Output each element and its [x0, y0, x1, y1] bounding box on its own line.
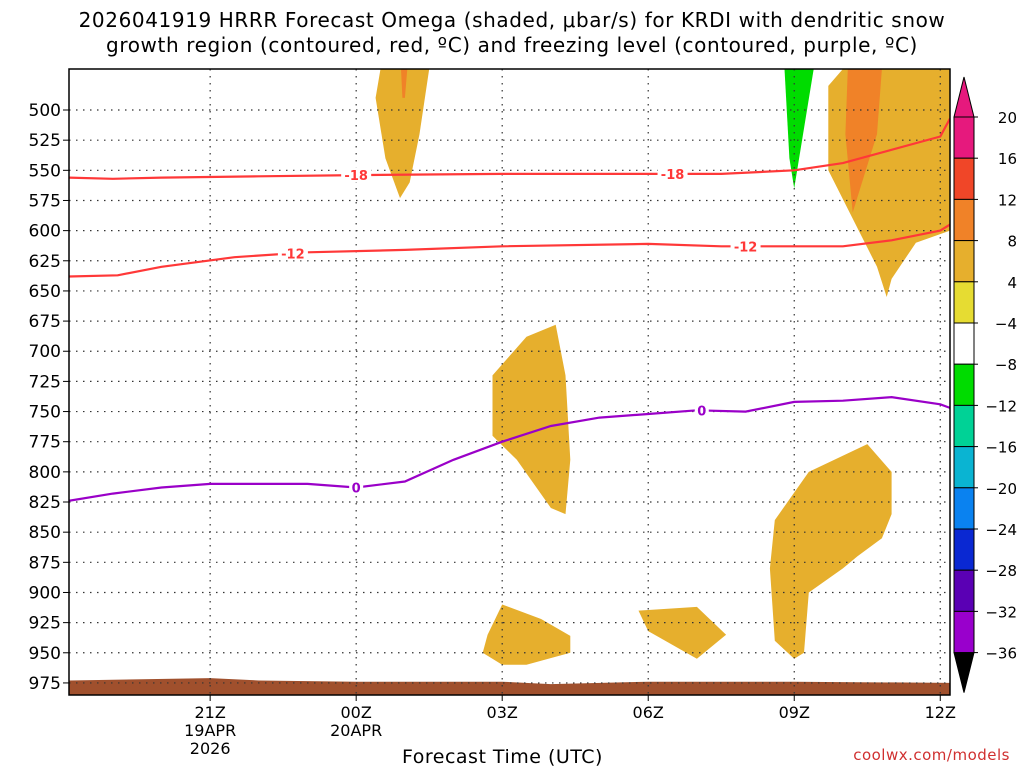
x-axis-title: Forecast Time (UTC): [402, 746, 603, 768]
colorbar-label-12: 12: [998, 191, 1017, 209]
omega-region-2: [239, 69, 405, 466]
colorbar-bottom-arrow: [953, 652, 975, 693]
y-tick-label-525: 525: [29, 131, 61, 151]
y-tick-label-800: 800: [29, 463, 61, 483]
colorbar-label--28: −28: [985, 562, 1017, 580]
omega-region-9: [821, 610, 841, 656]
y-tick-label-625: 625: [29, 252, 61, 272]
y-tick-label-675: 675: [29, 312, 61, 332]
y-tick-label-850: 850: [29, 523, 61, 543]
colorbar-swatch-16-to-20: [953, 116, 975, 159]
colorbar-label--36: −36: [985, 645, 1017, 663]
colorbar-swatch--16-to--12: [953, 404, 975, 448]
colorbar-label--4: −4: [995, 315, 1017, 333]
plot-frame: [68, 68, 951, 696]
y-tick-label-975: 975: [29, 674, 61, 694]
omega-region-11: [401, 69, 408, 98]
contour-label-dendritic-bottom-1: -12: [281, 247, 305, 262]
colorbar-swatch-4-to-8: [953, 240, 975, 283]
colorbar-label-4: 4: [1007, 274, 1017, 292]
contour-label-dendritic-top-1: -18: [344, 169, 368, 184]
omega-region-16: [638, 606, 727, 659]
omega-region-3: [448, 69, 461, 130]
colorbar-swatch--32-to--28: [953, 569, 975, 612]
contour-label-bg-freezing-level-2: [694, 402, 709, 418]
colorbar-swatch--28-to--24: [953, 528, 975, 571]
contour-dendritic-bottom: [69, 223, 950, 278]
y-tick-label-750: 750: [29, 403, 61, 423]
colorbar-label--12: −12: [985, 397, 1017, 415]
colorbar-swatch-12-to-16: [953, 157, 975, 200]
colorbar-label--8: −8: [995, 356, 1017, 374]
y-tick-label-825: 825: [29, 493, 61, 513]
chart-title-line-1: 2026041919 HRRR Forecast Omega (shaded, …: [78, 8, 946, 32]
chart-title-line-2: growth region (contoured, red, ºC) and f…: [106, 33, 918, 57]
colorbar-swatch--8-to--4: [953, 322, 975, 365]
x-tick-sublabel-2026: 2026: [190, 739, 231, 758]
colorbar-swatch--24-to--20: [953, 487, 975, 530]
omega-region-6: [784, 69, 814, 189]
colorbar-swatch--12-to--8: [953, 363, 975, 406]
omega-region-10: [375, 69, 430, 199]
terrain-fill: [69, 678, 950, 695]
x-tick-label-12Z: 12Z: [925, 703, 956, 722]
y-tick-label-575: 575: [29, 191, 61, 211]
y-tick-label-550: 550: [29, 161, 61, 181]
y-tick-label-500: 500: [29, 101, 61, 121]
y-tick-label-650: 650: [29, 282, 61, 302]
y-tick-label-925: 925: [29, 614, 61, 634]
omega-region-13: [845, 69, 882, 213]
contour-label-bg-dendritic-top-1: [341, 167, 372, 183]
omega-region-1: [103, 290, 128, 414]
y-tick-label-900: 900: [29, 583, 61, 603]
colorbar-label--32: −32: [985, 603, 1017, 621]
x-tick-label-06Z: 06Z: [633, 703, 664, 722]
contour-label-bg-dendritic-bottom-2: [730, 238, 761, 254]
colorbar-swatch--36-to--32: [953, 610, 975, 654]
contour-label-freezing-level-2: 0: [697, 404, 706, 419]
x-tick-label-03Z: 03Z: [487, 703, 518, 722]
colorbar-label--16: −16: [985, 439, 1017, 457]
contour-label-dendritic-bottom-2: -12: [734, 240, 758, 255]
contour-dendritic-top: [69, 117, 950, 180]
x-tick-label-00Z: 00Z: [341, 703, 372, 722]
y-tick-label-950: 950: [29, 644, 61, 664]
contour-label-bg-dendritic-top-2: [657, 165, 688, 181]
y-tick-label-775: 775: [29, 433, 61, 453]
site-credit: coolwx.com/models: [853, 746, 1010, 764]
x-tick-sublabel-20APR: 20APR: [330, 721, 382, 740]
contour-freezing-level: [69, 395, 950, 502]
colorbar-label-8: 8: [1007, 233, 1017, 251]
omega-region-8: [930, 447, 946, 512]
contour-label-freezing-level-1: 0: [352, 482, 361, 497]
x-tick-label-21Z: 21Z: [194, 703, 225, 722]
colorbar-label--20: −20: [985, 480, 1017, 498]
omega-region-15: [482, 604, 571, 665]
contour-label-bg-dendritic-bottom-1: [277, 245, 308, 261]
omega-region-14: [492, 324, 571, 515]
y-tick-label-725: 725: [29, 372, 61, 392]
omega-region-17: [769, 444, 892, 659]
colorbar-label-16: 16: [998, 150, 1017, 168]
y-tick-label-875: 875: [29, 553, 61, 573]
contour-label-dendritic-top-2: -18: [661, 168, 685, 183]
y-tick-label-600: 600: [29, 222, 61, 242]
omega-region-4: [599, 69, 722, 442]
x-tick-label-09Z: 09Z: [779, 703, 810, 722]
contour-label-bg-freezing-level-1: [349, 479, 364, 495]
x-tick-sublabel-19APR: 19APR: [184, 721, 236, 740]
colorbar-label--24: −24: [985, 521, 1017, 539]
colorbar-swatch-8-to-12: [953, 198, 975, 242]
colorbar-swatch--4-to-4: [953, 281, 975, 324]
colorbar-top-arrow: [953, 76, 975, 118]
colorbar-label-20: 20: [998, 109, 1017, 127]
y-tick-label-700: 700: [29, 342, 61, 362]
colorbar-swatch--20-to--16: [953, 446, 975, 489]
